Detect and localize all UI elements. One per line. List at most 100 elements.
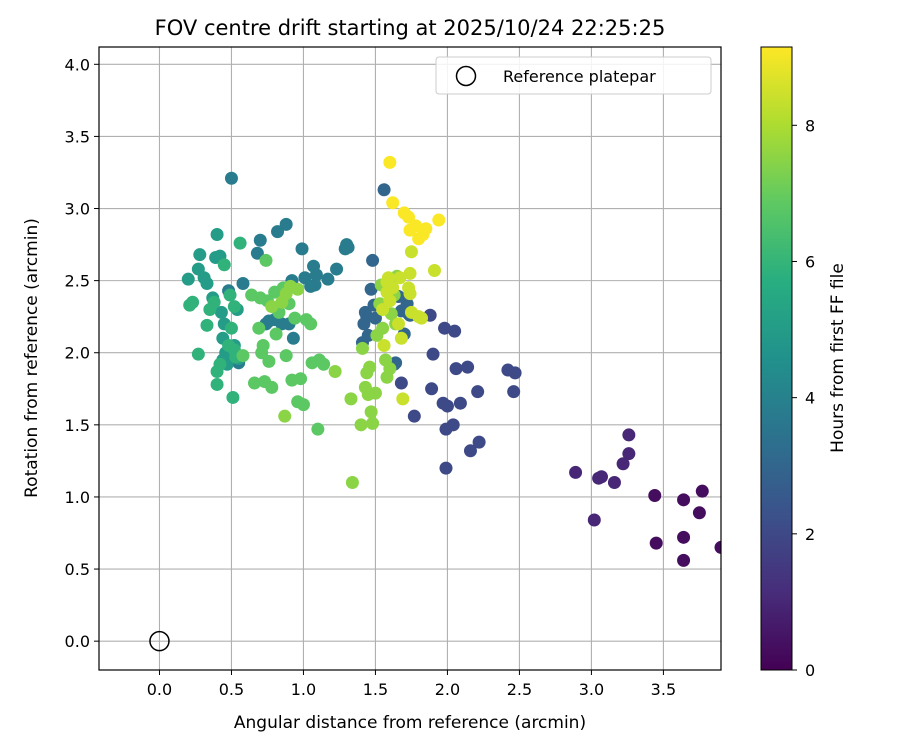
data-point — [233, 236, 247, 250]
data-point — [265, 300, 279, 314]
data-point — [207, 295, 221, 309]
colorbar-gradient — [760, 46, 793, 671]
data-point — [210, 377, 224, 391]
legend-label: Reference platepar — [503, 67, 656, 86]
y-axis: 0.0 0.5 1.0 1.5 2.0 2.5 3.0 3.5 4.0 — [65, 55, 99, 651]
data-point — [224, 171, 238, 185]
x-tick-label: 3.0 — [579, 680, 604, 699]
data-point — [508, 366, 522, 380]
data-point — [224, 321, 238, 335]
y-tick-label: 3.5 — [65, 127, 90, 146]
data-point — [376, 302, 390, 316]
data-point — [308, 278, 322, 292]
data-point — [321, 272, 335, 286]
x-axis-label: Angular distance from reference (arcmin) — [234, 713, 586, 733]
data-point — [294, 372, 308, 386]
data-point — [677, 553, 691, 567]
grid — [99, 47, 721, 670]
x-tick-label: 0.0 — [147, 680, 172, 699]
data-point — [253, 233, 267, 247]
data-point — [376, 321, 390, 335]
data-point — [391, 317, 405, 331]
data-point — [622, 428, 636, 442]
data-point — [403, 266, 417, 280]
data-point — [345, 476, 359, 490]
data-point — [472, 435, 486, 449]
data-point — [181, 272, 195, 286]
data-point — [271, 225, 285, 239]
data-point — [262, 314, 276, 328]
colorbar-tick-label: 4 — [805, 389, 815, 408]
x-tick-label: 0.5 — [219, 680, 244, 699]
colorbar-tick-label: 0 — [805, 661, 815, 680]
data-point — [432, 213, 446, 227]
data-point — [440, 399, 454, 413]
data-point — [364, 282, 378, 296]
reference-point — [149, 630, 170, 652]
colorbar-tick-label: 6 — [805, 252, 815, 271]
x-tick-label: 2.5 — [507, 680, 532, 699]
data-point — [377, 339, 391, 353]
legend-marker — [455, 65, 477, 87]
data-point — [279, 217, 293, 231]
data-point — [394, 376, 408, 390]
data-point — [296, 398, 310, 412]
colorbar-tick-label: 8 — [805, 116, 815, 135]
data-point — [415, 311, 429, 325]
data-point — [295, 242, 309, 256]
data-point — [213, 357, 227, 371]
data-point — [380, 275, 394, 289]
data-point — [252, 321, 266, 335]
colorbar-ticks: 0 2 4 6 8 — [792, 116, 815, 680]
data-point — [404, 245, 418, 259]
data-point — [250, 246, 264, 260]
data-point — [311, 422, 325, 436]
data-point — [226, 390, 240, 404]
y-tick-label: 0.0 — [65, 632, 90, 651]
data-point — [622, 447, 636, 461]
data-point — [438, 321, 452, 335]
data-point — [191, 347, 205, 361]
data-point — [394, 331, 408, 345]
data-point — [217, 258, 231, 272]
data-point — [269, 327, 283, 341]
data-point — [186, 295, 200, 309]
x-tick-label: 1.5 — [363, 680, 388, 699]
data-point — [330, 262, 344, 276]
data-point — [607, 476, 621, 490]
data-point — [265, 380, 279, 394]
data-point — [426, 347, 440, 361]
y-tick-label: 2.5 — [65, 272, 90, 291]
y-tick-label: 0.5 — [65, 560, 90, 579]
data-point — [354, 418, 368, 432]
data-point — [368, 311, 382, 325]
data-point — [317, 357, 331, 371]
plot-frame — [98, 46, 722, 671]
data-point — [366, 253, 380, 267]
x-tick-label: 1.0 — [291, 680, 316, 699]
data-point — [393, 271, 407, 285]
data-point — [262, 354, 276, 368]
y-axis-label: Rotation from reference (arcmin) — [22, 218, 42, 498]
data-point — [427, 264, 441, 278]
data-point — [366, 416, 380, 430]
colorbar-label: Hours from first FF file — [828, 263, 848, 453]
data-point — [649, 536, 663, 550]
y-tick-label: 1.0 — [65, 488, 90, 507]
data-point — [304, 317, 318, 331]
data-point — [648, 489, 662, 503]
data-points — [181, 155, 721, 567]
data-point — [439, 461, 453, 475]
data-point — [291, 282, 305, 296]
colorbar: 0 2 4 6 8 Hours from first FF file — [760, 46, 848, 680]
data-point — [471, 385, 485, 399]
legend: Reference platepar — [435, 56, 712, 95]
data-point — [677, 493, 691, 507]
data-point — [259, 253, 273, 267]
data-point — [594, 470, 608, 484]
data-point — [677, 530, 691, 544]
data-point — [692, 506, 706, 520]
data-point — [407, 409, 421, 423]
data-point — [214, 305, 228, 319]
